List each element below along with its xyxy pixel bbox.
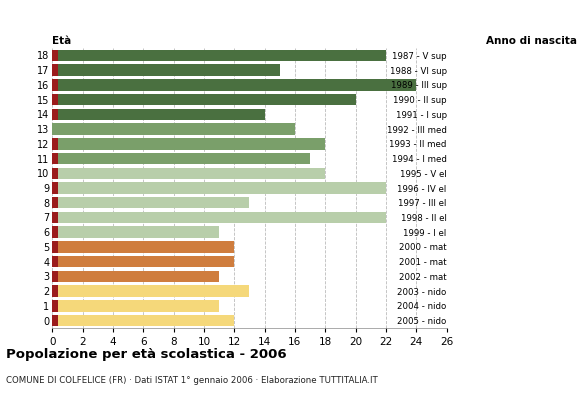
Bar [52, 226, 58, 238]
Bar [52, 64, 58, 76]
Bar [52, 94, 356, 105]
Bar [52, 50, 386, 61]
Bar [52, 123, 295, 135]
Bar [52, 212, 386, 223]
Bar [52, 271, 219, 282]
Bar [52, 286, 58, 297]
Bar [52, 79, 58, 90]
Bar [52, 153, 310, 164]
Bar [52, 256, 234, 268]
Bar [52, 168, 325, 179]
Bar [52, 138, 325, 150]
Bar [52, 182, 386, 194]
Bar [52, 256, 58, 268]
Bar [52, 197, 249, 208]
Bar [52, 108, 58, 120]
Bar [52, 212, 58, 223]
Bar [52, 94, 58, 105]
Bar [52, 153, 58, 164]
Bar [52, 182, 58, 194]
Bar [52, 64, 280, 76]
Bar [52, 300, 58, 312]
Bar [52, 300, 219, 312]
Bar [52, 79, 416, 90]
Bar [52, 138, 58, 150]
Text: Età: Età [52, 36, 71, 46]
Bar [52, 168, 58, 179]
Bar [52, 241, 58, 253]
Bar [52, 315, 234, 326]
Bar [52, 315, 58, 326]
Bar [52, 108, 264, 120]
Text: Popolazione per età scolastica - 2006: Popolazione per età scolastica - 2006 [6, 348, 287, 361]
Bar [52, 271, 58, 282]
Bar [52, 286, 249, 297]
Text: Anno di nascita: Anno di nascita [486, 36, 577, 46]
Bar [52, 50, 58, 61]
Bar [52, 226, 219, 238]
Text: COMUNE DI COLFELICE (FR) · Dati ISTAT 1° gennaio 2006 · Elaborazione TUTTITALIA.: COMUNE DI COLFELICE (FR) · Dati ISTAT 1°… [6, 376, 378, 385]
Bar [52, 241, 234, 253]
Bar [52, 197, 58, 208]
